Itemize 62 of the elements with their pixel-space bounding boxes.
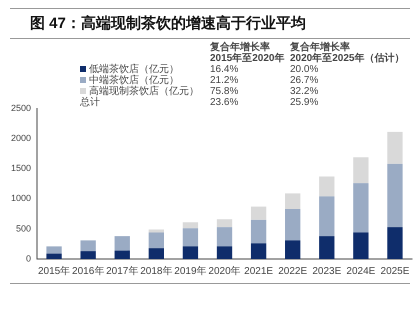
legend-label: 低端茶饮店（亿元） xyxy=(88,64,180,75)
bar xyxy=(46,246,62,254)
y-tick-label: 500 xyxy=(16,223,32,234)
y-tick-label: 2000 xyxy=(10,133,32,144)
text: 20.0% xyxy=(290,64,320,75)
bar xyxy=(182,246,198,259)
y-tick-label: 1000 xyxy=(10,193,32,204)
bar xyxy=(216,227,232,246)
bar xyxy=(216,219,232,228)
bar xyxy=(319,236,334,259)
text: 32.2% xyxy=(290,86,320,97)
x-tick-label: 2025E xyxy=(380,266,410,277)
bar xyxy=(285,240,300,259)
text: 复合年增长率 2015年至2020年 xyxy=(210,42,286,64)
text: 75.8% xyxy=(210,86,240,97)
x-tick-label: 2018年 xyxy=(140,264,172,277)
y-tick-label: 2500 xyxy=(10,102,32,113)
x-tick-label: 2019年 xyxy=(174,264,207,277)
bar xyxy=(387,227,403,259)
annotation: 25.9% xyxy=(290,97,320,108)
y-tick-label: 1500 xyxy=(10,163,32,174)
text: 16.4% xyxy=(210,64,240,75)
bar xyxy=(353,157,369,184)
bar xyxy=(148,232,164,248)
x-tick-label: 2021E xyxy=(244,266,274,277)
bar xyxy=(216,246,232,259)
bar xyxy=(387,132,403,164)
chart-title: 图 47：高端现制茶饮的增速高于行业平均 xyxy=(10,8,410,39)
bar xyxy=(285,209,300,240)
bar xyxy=(80,240,96,252)
bar xyxy=(114,250,130,259)
text: 复合年增长率 2020年至2025年（估计） xyxy=(290,42,404,64)
x-tick-label: 2016年 xyxy=(72,264,104,277)
legend-label: 中端茶饮店（亿元） xyxy=(88,75,180,86)
annotation: 总计 xyxy=(80,97,101,108)
x-tick-label: 2015年 xyxy=(38,264,70,277)
bar xyxy=(250,206,266,220)
legend-label: 高端现制茶饮店（亿元） xyxy=(89,86,200,97)
bar xyxy=(250,243,266,259)
x-tick-label: 2022E xyxy=(278,266,308,277)
bar xyxy=(285,193,300,209)
bar xyxy=(319,176,334,196)
bar xyxy=(250,220,266,244)
annotation: 23.6% xyxy=(210,97,240,108)
bar xyxy=(46,254,62,259)
bar xyxy=(114,236,130,251)
x-tick-label: 2020年 xyxy=(208,264,241,277)
x-tick-label: 2023E xyxy=(312,266,342,277)
bar xyxy=(80,251,96,259)
x-tick-label: 2017年 xyxy=(106,264,138,277)
bar xyxy=(182,228,198,246)
bar xyxy=(353,183,369,232)
bar xyxy=(182,222,198,228)
bar xyxy=(148,229,164,232)
text: 26.7% xyxy=(290,75,320,86)
text: 21.2% xyxy=(210,75,240,86)
bar xyxy=(148,248,164,259)
y-tick-label: 0 xyxy=(26,253,32,264)
bar xyxy=(353,232,369,259)
bar xyxy=(319,196,334,236)
x-tick-label: 2024E xyxy=(346,266,376,277)
bar xyxy=(387,164,403,228)
